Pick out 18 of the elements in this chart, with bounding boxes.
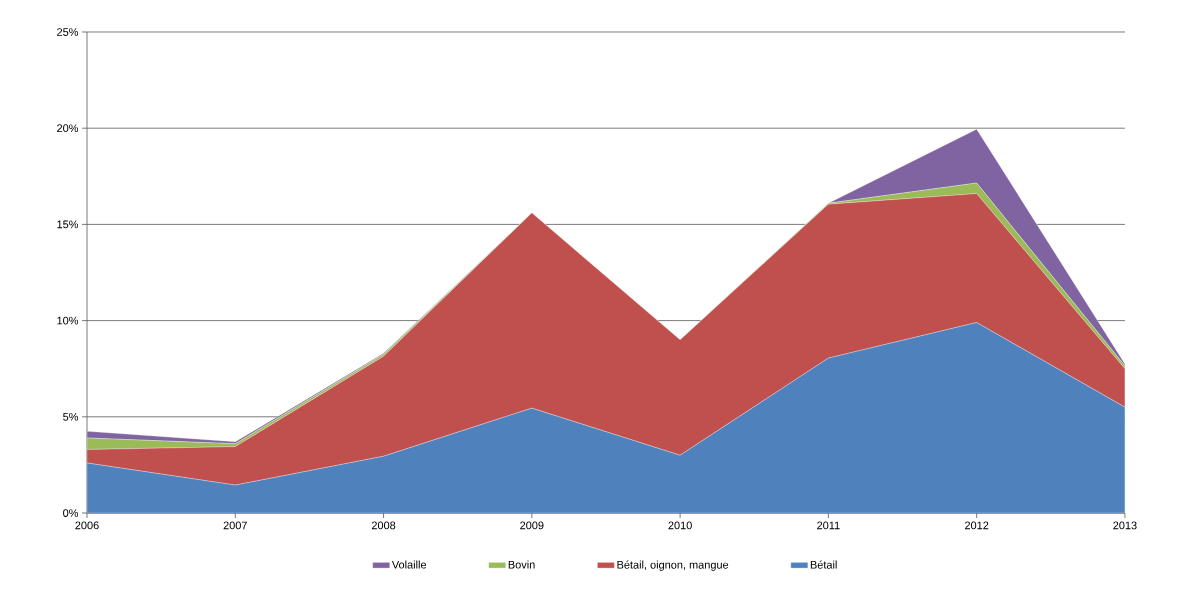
legend-label: Bétail, oignon, mangue xyxy=(617,560,729,571)
legend-label: Bovin xyxy=(508,560,535,569)
x-tick-label: 2008 xyxy=(371,521,396,530)
x-tick-label: 2007 xyxy=(223,521,247,530)
x-tick-label: 2013 xyxy=(1113,521,1137,530)
x-tick-label: 2011 xyxy=(817,521,840,530)
x-tick-label: 2010 xyxy=(668,521,692,530)
x-tick-label: 2009 xyxy=(520,521,544,530)
legend-label: Bétail xyxy=(810,560,837,569)
x-tick-label: 2006 xyxy=(75,521,99,530)
x-tick-label: 2012 xyxy=(965,521,989,530)
y-tick-label: 15% xyxy=(57,220,79,229)
y-tick-label: 5% xyxy=(63,412,79,421)
legend-label: Volaille xyxy=(391,560,427,569)
y-tick-label: 25% xyxy=(57,28,79,36)
y-tick-label: 10% xyxy=(57,316,79,325)
y-tick-label: 20% xyxy=(57,124,79,133)
y-tick-label: 0% xyxy=(63,509,79,517)
